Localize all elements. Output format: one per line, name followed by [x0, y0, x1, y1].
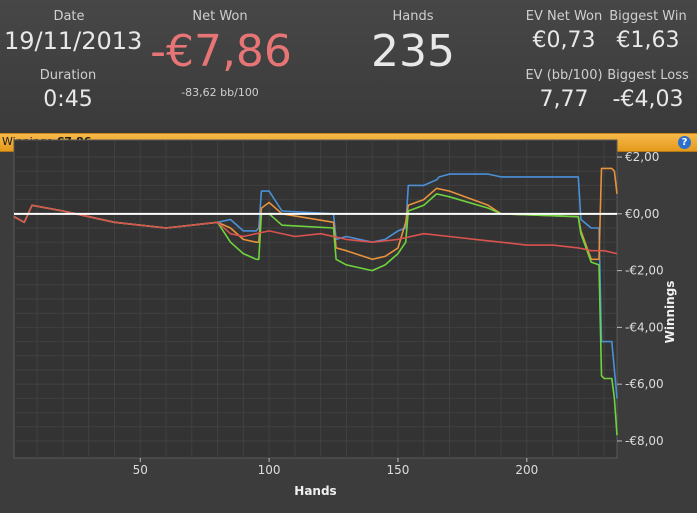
y-tick-label: €2,00 — [625, 150, 659, 164]
ev-bb-label: EV (bb/100) — [525, 68, 603, 83]
net-won-bb: -83,62 bb/100 — [181, 86, 259, 99]
x-tick-label: 50 — [133, 463, 148, 477]
hands-label: Hands — [392, 9, 434, 24]
ev-net-won-value: €0,73 — [532, 28, 596, 53]
x-axis-label: Hands — [294, 484, 336, 498]
date-label: Date — [53, 9, 85, 24]
y-axis-label: Winnings — [663, 281, 677, 344]
duration-label: Duration — [39, 68, 97, 83]
question-icon[interactable]: ? — [678, 136, 691, 149]
biggest-loss-label: Biggest Loss — [607, 68, 689, 83]
x-tick-label: 200 — [515, 463, 538, 477]
ev-bb-value: 7,77 — [539, 87, 589, 112]
y-tick-label: -€8,00 — [625, 434, 664, 448]
date-value: 19/11/2013 — [4, 27, 143, 55]
y-tick-label: -€4,00 — [625, 320, 664, 334]
ev-net-won-label: EV Net Won — [525, 9, 603, 24]
stats-panel: Date 19/11/2013 Duration 0:45 Net Won -€… — [0, 0, 697, 133]
y-tick-label: -€6,00 — [625, 377, 664, 391]
series-line-3 — [13, 204, 618, 255]
y-tick-label: -€2,00 — [625, 264, 664, 278]
x-tick-label: 150 — [387, 463, 410, 477]
hands-value: 235 — [371, 26, 455, 77]
biggest-win-value: €1,63 — [616, 28, 680, 53]
net-won-label: Net Won — [192, 9, 248, 24]
x-tick-label: 100 — [258, 463, 281, 477]
biggest-loss-value: -€4,03 — [612, 87, 684, 112]
biggest-win-label: Biggest Win — [609, 9, 687, 24]
y-tick-label: €0,00 — [625, 207, 659, 221]
net-won-value: -€7,86 — [150, 26, 292, 77]
duration-value: 0:45 — [43, 87, 93, 112]
